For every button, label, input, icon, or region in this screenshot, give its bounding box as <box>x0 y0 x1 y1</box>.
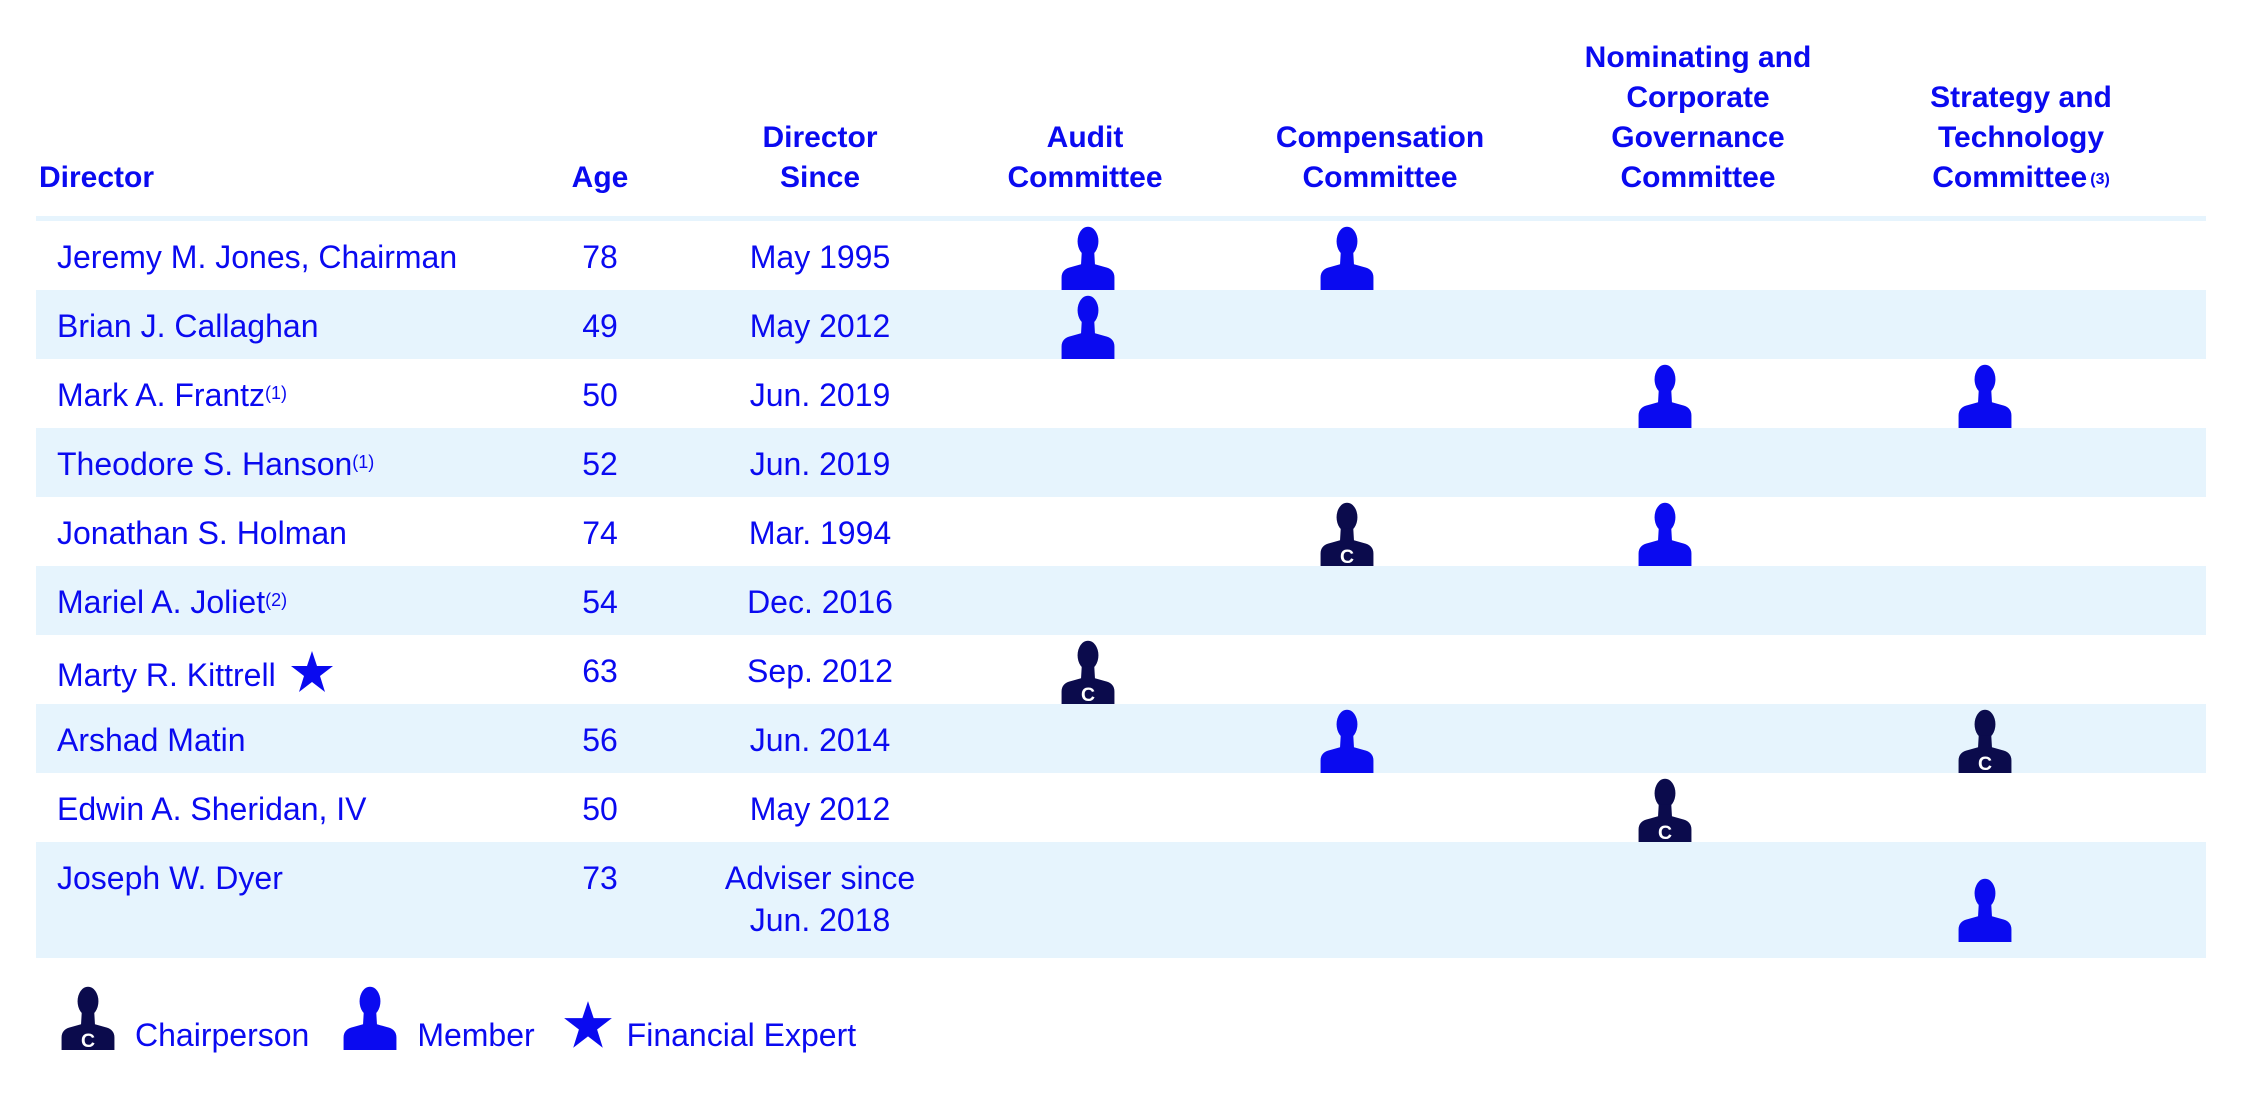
footnote-marker: (2) <box>265 590 288 610</box>
director-since: Mar. 1994 <box>748 515 892 551</box>
member-icon <box>1638 364 1692 428</box>
age: 49 <box>582 308 618 344</box>
director-name-cell: Jonathan S. Holman <box>57 512 347 554</box>
age: 73 <box>582 860 618 896</box>
member-icon <box>1061 295 1115 359</box>
director-name: Marty R. Kittrell <box>57 657 276 693</box>
legend-financial-expert-label: Financial Expert <box>626 1017 857 1053</box>
header-director: Director <box>39 161 155 194</box>
director-name-cell: Brian J. Callaghan <box>57 305 318 347</box>
chairperson-icon: C <box>61 986 115 1052</box>
age: 50 <box>582 377 618 413</box>
director-name: Mariel A. Joliet <box>57 584 266 620</box>
director-since: Jun. 2019 <box>749 446 891 482</box>
legend-member: Member <box>337 986 535 1055</box>
table-row: Edwin A. Sheridan, IV 50 May 2012 C <box>36 773 2206 842</box>
director-name-cell: Marty R. Kittrell <box>57 650 334 696</box>
director-name-cell: Arshad Matin <box>57 719 246 761</box>
member-icon <box>1638 502 1692 566</box>
header-compensation: Compensation Committee <box>1275 121 1485 194</box>
header-strategy-label: Strategy and Technology Committee <box>1930 81 2112 194</box>
director-since: Jun. 2019 <box>749 377 891 413</box>
table-row: Jonathan S. Holman 74 Mar. 1994 C <box>36 497 2206 566</box>
footnote-marker: (1) <box>352 452 375 472</box>
star-icon <box>563 1001 612 1048</box>
member-icon <box>1061 226 1115 290</box>
age: 78 <box>582 239 618 275</box>
director-name-cell: Mark A. Frantz(1) <box>57 374 287 416</box>
director-name: Jonathan S. Holman <box>57 515 347 551</box>
director-name-cell: Joseph W. Dyer <box>57 857 283 899</box>
header-age: Age <box>571 161 629 194</box>
footnote-marker: (1) <box>265 383 288 403</box>
chair-letter: C <box>1658 822 1672 842</box>
header-director-since: Director Since <box>762 121 878 194</box>
member-icon <box>1958 364 2012 428</box>
footnote-marker: (3) <box>2090 171 2110 188</box>
legend-financial-expert: Financial Expert <box>563 1000 856 1055</box>
member-icon <box>343 986 397 1050</box>
director-since: May 2012 <box>749 308 891 344</box>
director-name: Mark A. Frantz <box>57 377 266 413</box>
chairperson-icon: C <box>1320 502 1374 566</box>
chairperson-icon: C <box>1061 640 1115 704</box>
director-name: Edwin A. Sheridan, IV <box>57 791 367 827</box>
age: 74 <box>582 515 618 551</box>
table-row: Jeremy M. Jones, Chairman 78 May 1995 <box>36 221 2206 290</box>
chair-letter: C <box>1081 684 1095 704</box>
member-icon <box>1958 878 2012 942</box>
director-since: May 1995 <box>749 239 891 275</box>
header-strategy: Strategy and Technology Committee (3) <box>1856 78 2186 198</box>
age: 63 <box>582 653 618 689</box>
legend-chair-label: Chairperson <box>135 1017 310 1053</box>
director-name-cell: Theodore S. Hanson(1) <box>57 443 374 485</box>
table-header: Director Age Director Since Audit Commit… <box>36 0 2206 221</box>
chair-letter: C <box>1978 753 1992 773</box>
member-icon <box>1320 226 1374 290</box>
age: 50 <box>582 791 618 827</box>
table-row: Theodore S. Hanson(1) 52 Jun. 2019 <box>36 428 2206 497</box>
director-name: Jeremy M. Jones, Chairman <box>57 239 458 275</box>
table-row: Mark A. Frantz(1) 50 Jun. 2019 <box>36 359 2206 428</box>
director-since: Dec. 2016 <box>747 584 893 620</box>
director-name-cell: Edwin A. Sheridan, IV <box>57 788 367 830</box>
legend-chair: C Chairperson <box>55 986 309 1055</box>
table-row: Arshad Matin 56 Jun. 2014 C <box>36 704 2206 773</box>
header-nominating: Nominating and Corporate Governance Comm… <box>1584 41 1812 194</box>
star-icon <box>290 651 333 692</box>
director-name: Joseph W. Dyer <box>57 860 283 896</box>
chairperson-icon: C <box>1958 709 2012 773</box>
director-name-cell: Jeremy M. Jones, Chairman <box>57 236 457 278</box>
director-name: Theodore S. Hanson <box>57 446 353 482</box>
director-since: May 2012 <box>749 791 891 827</box>
age: 56 <box>582 722 618 758</box>
director-name: Arshad Matin <box>57 722 246 758</box>
director-since: Sep. 2012 <box>747 653 893 689</box>
director-since: Adviser since Jun. 2018 <box>724 860 916 938</box>
board-committee-table: Director Age Director Since Audit Commit… <box>36 0 2206 958</box>
age: 54 <box>582 584 618 620</box>
chair-letter: C <box>1340 546 1354 566</box>
legend: C Chairperson Member Financial Expert <box>55 985 884 1055</box>
chairperson-icon: C <box>1638 778 1692 842</box>
table-row: Brian J. Callaghan 49 May 2012 <box>36 290 2206 359</box>
director-name: Brian J. Callaghan <box>57 308 319 344</box>
table-row: Joseph W. Dyer 73 Adviser since Jun. 2018 <box>36 842 2206 958</box>
member-icon <box>1320 709 1374 773</box>
header-audit: Audit Committee <box>1007 121 1163 194</box>
table-body: Jeremy M. Jones, Chairman 78 May 1995 Bri… <box>36 221 2206 958</box>
director-since: Jun. 2014 <box>749 722 891 758</box>
director-name-cell: Mariel A. Joliet(2) <box>57 581 287 623</box>
age: 52 <box>582 446 618 482</box>
table-row: Mariel A. Joliet(2) 54 Dec. 2016 <box>36 566 2206 635</box>
legend-member-label: Member <box>417 1017 535 1053</box>
table-row: Marty R. Kittrell 63 Sep. 2012 C <box>36 635 2206 704</box>
chair-letter: C <box>81 1030 95 1050</box>
